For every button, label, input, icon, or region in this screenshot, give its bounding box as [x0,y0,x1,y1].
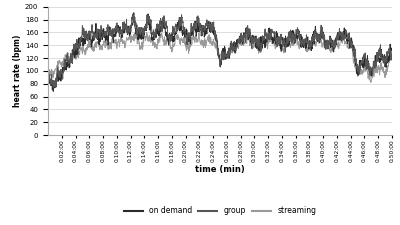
on demand [242,42,246,45]
group [390,49,394,52]
group [192,26,197,28]
Y-axis label: heart rate (bpm): heart rate (bpm) [13,35,22,107]
on demand [144,31,149,34]
streaming [51,86,56,89]
streaming [199,29,204,32]
on demand [390,50,394,52]
Line: on demand: on demand [48,32,392,83]
streaming [86,37,91,40]
on demand [192,37,196,40]
group [46,81,50,84]
group [242,36,247,38]
group [132,11,136,14]
group [199,25,204,28]
streaming [46,80,50,83]
group [86,38,91,40]
on demand [46,77,50,80]
Line: streaming: streaming [48,14,392,88]
X-axis label: time (min): time (min) [195,165,245,174]
Line: group: group [48,13,392,91]
on demand [205,37,210,39]
on demand [199,40,204,43]
streaming [72,47,77,49]
on demand [86,38,91,40]
group [205,24,210,27]
on demand [368,81,373,84]
streaming [242,34,247,36]
streaming [205,22,210,25]
on demand [72,49,77,52]
group [51,90,56,93]
streaming [192,20,197,23]
Legend: on demand, group, streaming: on demand, group, streaming [121,203,319,218]
streaming [130,13,135,15]
group [72,56,77,59]
streaming [390,50,394,53]
